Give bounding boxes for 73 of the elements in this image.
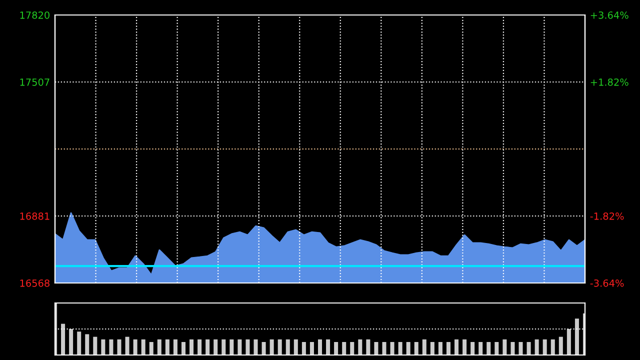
bar: [262, 342, 266, 355]
bar: [190, 339, 194, 355]
bar: [77, 332, 82, 355]
bar: [534, 339, 539, 355]
bar: [101, 339, 106, 355]
bar: [294, 339, 298, 355]
bar: [157, 339, 162, 355]
bar: [117, 339, 122, 355]
y-tick-label: 16881: [20, 212, 50, 220]
bar: [109, 339, 114, 355]
bar: [326, 339, 330, 355]
bar: [470, 342, 475, 355]
bar: [414, 342, 418, 355]
bar: [334, 342, 338, 355]
bar: [278, 339, 282, 355]
bar: [230, 339, 234, 355]
bar: [518, 342, 523, 355]
bar: [382, 342, 386, 355]
bar: [510, 342, 515, 355]
bar: [173, 339, 178, 355]
bar: [181, 342, 186, 355]
y2-tick-label: +3.64%: [590, 11, 628, 19]
bar: [238, 339, 242, 355]
bar: [318, 339, 322, 355]
bar: [494, 342, 499, 355]
bar: [502, 339, 507, 355]
bar: [246, 339, 250, 355]
y2-tick-label: +1.82%: [590, 78, 628, 86]
bar: [398, 342, 402, 355]
y2-tick-label: -3.64%: [590, 279, 624, 287]
bar: [125, 336, 130, 355]
bar: [438, 342, 442, 355]
bar: [558, 336, 563, 355]
bar: [310, 342, 314, 355]
bar: [69, 329, 74, 355]
bar: [93, 336, 98, 355]
bar: [302, 342, 306, 355]
bar: [141, 339, 146, 355]
bar: [406, 342, 410, 355]
bar: [133, 339, 138, 355]
bar: [366, 339, 370, 355]
bar: [254, 339, 258, 355]
bar: [566, 329, 571, 355]
bar: [222, 339, 226, 355]
bar: [430, 342, 434, 355]
bar: [206, 339, 210, 355]
bar: [61, 324, 66, 355]
y-tick-label: 17507: [20, 78, 50, 86]
bar: [422, 339, 426, 355]
bar: [478, 342, 483, 355]
bar: [198, 339, 202, 355]
bar: [574, 318, 579, 355]
bar: [270, 339, 274, 355]
bar: [526, 342, 531, 355]
bar: [350, 342, 354, 355]
bar: [214, 339, 218, 355]
y-tick-label: 17820: [20, 11, 50, 19]
bar: [550, 339, 555, 355]
bar: [149, 342, 154, 355]
bar: [486, 342, 491, 355]
bar: [446, 342, 450, 355]
y-tick-label: 16568: [20, 279, 50, 287]
bar: [374, 342, 378, 355]
bar: [85, 334, 90, 355]
bar: [358, 339, 362, 355]
bar: [462, 339, 467, 355]
bar: [165, 339, 170, 355]
y2-tick-label: -1.82%: [590, 212, 624, 220]
bar: [542, 339, 547, 355]
bar: [342, 342, 346, 355]
bar: [454, 339, 459, 355]
bar: [286, 339, 290, 355]
bar: [390, 342, 394, 355]
